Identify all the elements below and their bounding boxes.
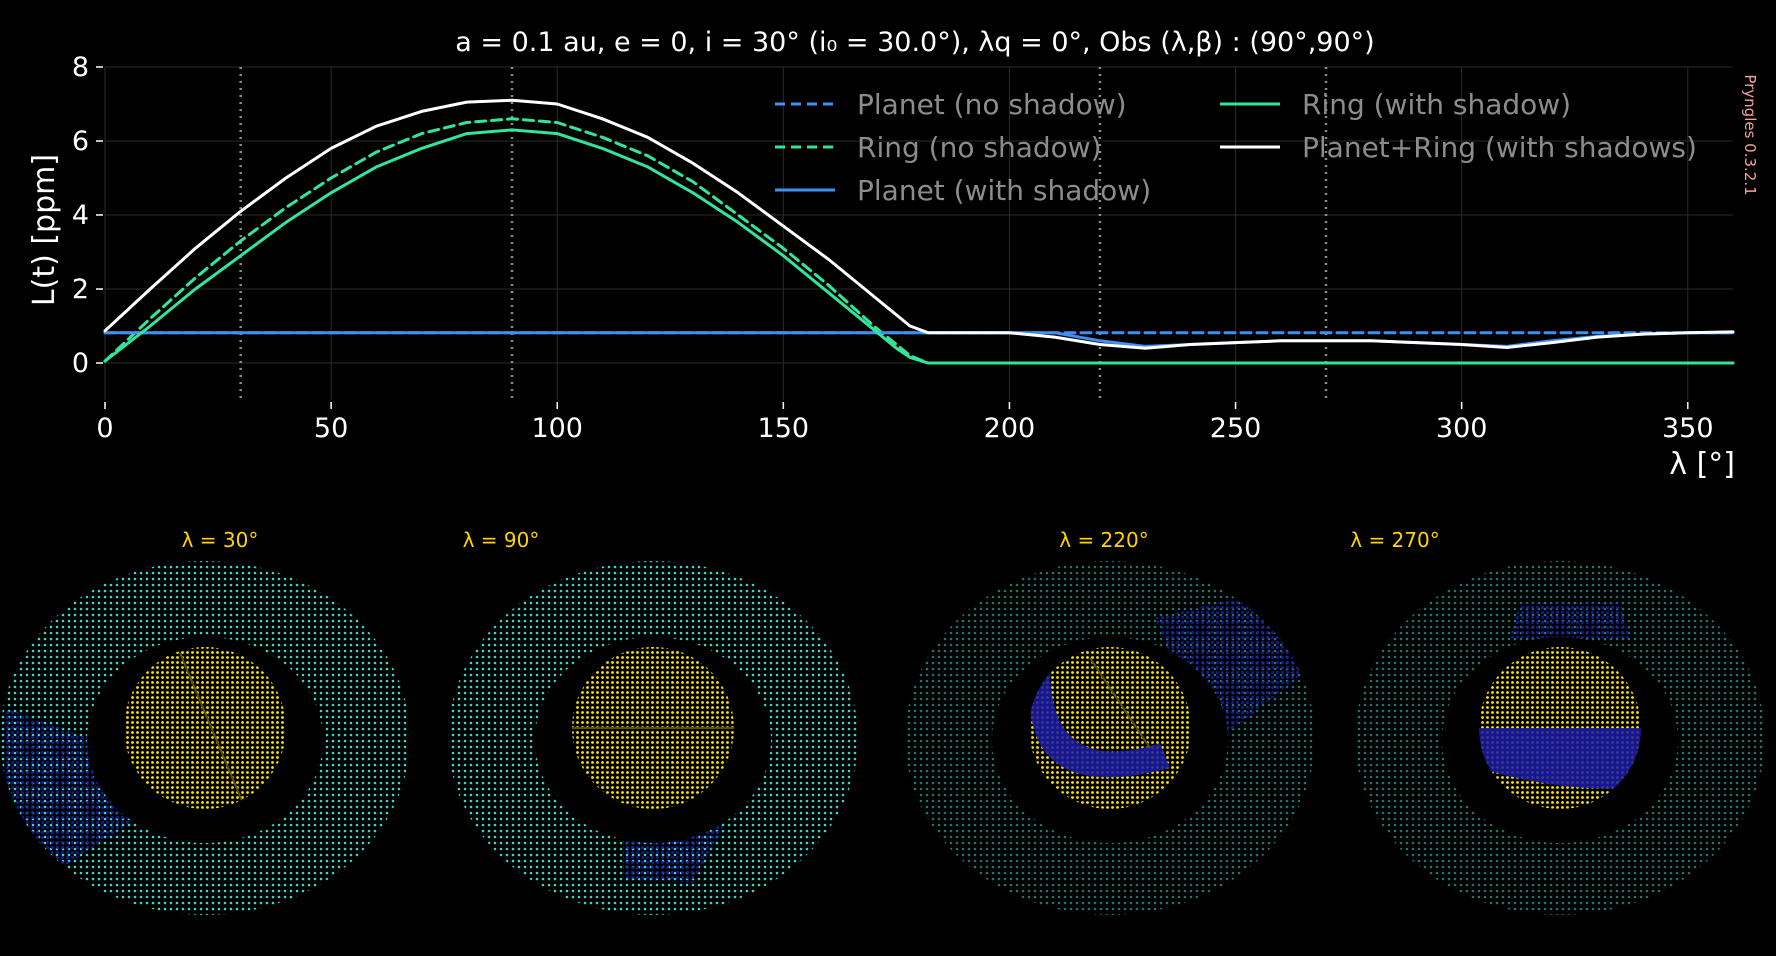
x-tick-label: 0	[96, 413, 113, 444]
legend-label: Planet+Ring (with shadows)	[1302, 131, 1697, 164]
watermark: Pryngles 0.3.2.1	[1741, 74, 1759, 195]
ring-shadow	[1510, 603, 1630, 638]
series-line-planet-ring-with-shadows	[103, 98, 1735, 350]
y-tick-label: 6	[72, 126, 89, 157]
ring-shadow	[1155, 588, 1310, 748]
terminator-line	[1089, 657, 1151, 749]
planet-ring-panels: λ = 30° λ = 90° λ = 220° λ = 270°	[0, 528, 1765, 915]
panel-90	[448, 561, 858, 915]
y-tick-label: 0	[72, 348, 89, 379]
y-tick-label: 8	[72, 52, 89, 83]
series-lines	[103, 98, 1735, 365]
panel-220	[905, 561, 1315, 915]
x-tick-label: 100	[531, 413, 583, 444]
x-tick-label: 350	[1662, 413, 1714, 444]
panel-label-lambda-220: λ = 220°	[1059, 528, 1148, 552]
panel-label-lambda-30: λ = 30°	[182, 528, 259, 552]
chart-title: a = 0.1 au, e = 0, i = 30° (i₀ = 30.0°),…	[455, 27, 1374, 58]
x-tick-label: 250	[1210, 413, 1262, 444]
legend-label: Ring (no shadow)	[857, 131, 1102, 164]
planet-shadow	[1479, 728, 1641, 789]
axis-ticks: 0 50 100 150 200 250 300 350 0 2 4 6 8	[72, 52, 1714, 444]
panel-270	[1355, 561, 1765, 915]
x-tick-label: 300	[1436, 413, 1488, 444]
y-tick-label: 4	[72, 200, 89, 231]
legend-label: Planet (with shadow)	[857, 174, 1151, 207]
y-axis-label: L(t) [ppm]	[27, 154, 62, 306]
planet-shadow	[1029, 668, 1170, 778]
ring-shadow	[5, 708, 145, 873]
x-tick-label: 200	[984, 413, 1036, 444]
panel-30	[0, 561, 410, 915]
panel-label-lambda-270: λ = 270°	[1350, 528, 1439, 552]
legend: Planet (no shadow) Ring (no shadow) Planet…	[775, 88, 1697, 207]
y-tick-label: 2	[72, 274, 89, 305]
legend-label: Planet (no shadow)	[857, 88, 1127, 121]
planet-disk	[124, 647, 286, 809]
x-tick-label: 150	[758, 413, 810, 444]
x-tick-label: 50	[314, 413, 348, 444]
x-axis-label: λ [°]	[1669, 447, 1735, 482]
ring-shadow	[623, 818, 728, 883]
series-line-ring-with-shadow	[103, 128, 1735, 365]
panel-label-lambda-90: λ = 90°	[463, 528, 540, 552]
light-curve-chart: 0 50 100 150 200 250 300 350 0 2 4 6 8 a = 0.1 au, e…	[27, 27, 1759, 482]
legend-label: Ring (with shadow)	[1302, 88, 1571, 121]
terminator-line	[179, 652, 246, 809]
